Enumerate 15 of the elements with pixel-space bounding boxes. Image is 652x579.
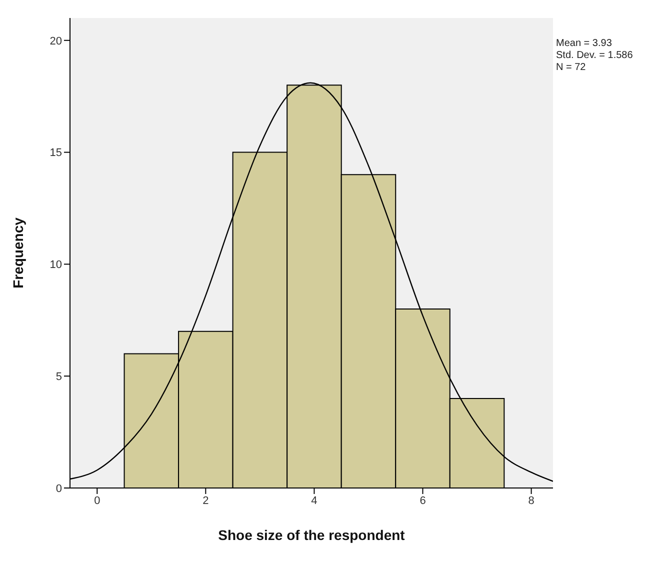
text: Std. Dev. = 1.586	[556, 50, 633, 62]
y-tick-label: 15	[50, 147, 62, 160]
y-tick-label: 5	[56, 371, 62, 383]
text: N = 72	[556, 62, 587, 74]
y-axis-title: Frequency	[10, 217, 26, 288]
x-axis-title: Shoe size of the respondent	[218, 527, 406, 543]
y-tick-label: 10	[50, 259, 62, 272]
y-tick-label: 0	[56, 482, 62, 495]
x-tick-label: 2	[202, 494, 209, 507]
x-tick-label: 8	[528, 494, 534, 507]
x-tick-label: 0	[94, 494, 100, 507]
text: Mean = 3.93	[556, 38, 613, 50]
x-tick-label: 6	[420, 494, 426, 507]
y-tick-label: 20	[50, 35, 62, 48]
x-tick-label: 4	[311, 494, 318, 507]
